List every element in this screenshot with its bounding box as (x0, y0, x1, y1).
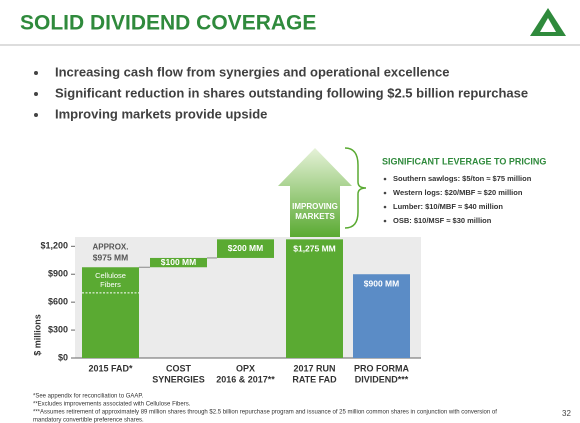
y-tick-label: $1,200 (40, 241, 68, 251)
x-tick-label: PRO FORMA (354, 363, 409, 373)
bullet-text: Significant reduction in shares outstand… (55, 85, 528, 100)
y-axis-label: $ millions (32, 314, 42, 356)
brace (344, 147, 367, 229)
bar (353, 274, 410, 358)
x-tick-label: 2017 RUN (293, 363, 335, 373)
bullet-dot (34, 92, 38, 96)
bullet-dot (34, 113, 38, 117)
logo-inner (540, 18, 556, 32)
value-label: $200 MM (228, 243, 263, 253)
approx-label: APPROX. (92, 242, 128, 251)
bullet-text: Increasing cash flow from synergies and … (55, 64, 449, 79)
callout-item: Western logs: $20/MBF ≈ $20 million (393, 188, 523, 197)
value-label: $975 MM (93, 253, 128, 263)
callout-dot (383, 177, 387, 181)
improving-markets-arrow (278, 148, 352, 237)
callout-title: SIGNIFICANT LEVERAGE TO PRICING (382, 156, 546, 166)
callout-list: Southern sawlogs: $5/ton ≈ $75 million We… (383, 174, 532, 225)
x-tick-label: DIVIDEND*** (355, 374, 409, 384)
x-tick-label: 2015 FAD* (88, 363, 133, 373)
y-tick-label: $0 (58, 352, 68, 362)
bar (286, 239, 343, 358)
x-tick-label: 2016 & 2017** (216, 374, 275, 384)
callout-item: Southern sawlogs: $5/ton ≈ $75 million (393, 174, 532, 183)
footnote: *See appendix for reconciliation to GAAP… (33, 394, 144, 400)
bar (82, 267, 139, 358)
arrow-label: IMPROVING (292, 202, 338, 211)
callout-dot (383, 219, 387, 223)
bullet-dot (34, 71, 38, 75)
annotation-text: Fibers (100, 280, 121, 289)
bullet-text: Improving markets provide upside (55, 106, 267, 121)
x-tick-label: SYNERGIES (152, 374, 205, 384)
x-tick-label: OPX (236, 363, 255, 373)
value-label: $900 MM (364, 278, 399, 288)
value-label: $100 MM (161, 257, 196, 267)
footnotes: *See appendix for reconciliation to GAAP… (33, 394, 497, 423)
bar (217, 239, 274, 258)
bar (150, 257, 207, 268)
callout-dot (383, 205, 387, 209)
footnote: mandatory convertible preference shares. (33, 418, 144, 423)
callout-item: OSB: $10/MSF ≈ $30 million (393, 216, 492, 225)
annotation-text: Cellulose (95, 271, 126, 280)
slide-title: SOLID DIVIDEND COVERAGE (20, 12, 316, 35)
y-tick-label: $900 (48, 269, 68, 279)
footnote: **Excludes improvements associated with … (33, 402, 191, 408)
x-tick-label: RATE FAD (292, 374, 337, 384)
callout-dot (383, 191, 387, 195)
x-tick-label: COST (166, 363, 192, 373)
y-tick-label: $600 (48, 297, 68, 307)
bullets: Increasing cash flow from synergies and … (34, 64, 528, 121)
footnote: ***Assumes retirement of approximately 8… (33, 410, 497, 416)
arrow-label: MARKETS (295, 212, 335, 221)
page-number: 32 (562, 409, 571, 418)
value-label: $1,275 MM (293, 244, 336, 254)
chart: $0 $300 $600 $900 $1,200 APPROX. $975 MM 2015 F… (40, 239, 421, 384)
callout-item: Lumber: $10/MBF ≈ $40 million (393, 202, 503, 211)
y-tick-label: $300 (48, 324, 68, 334)
